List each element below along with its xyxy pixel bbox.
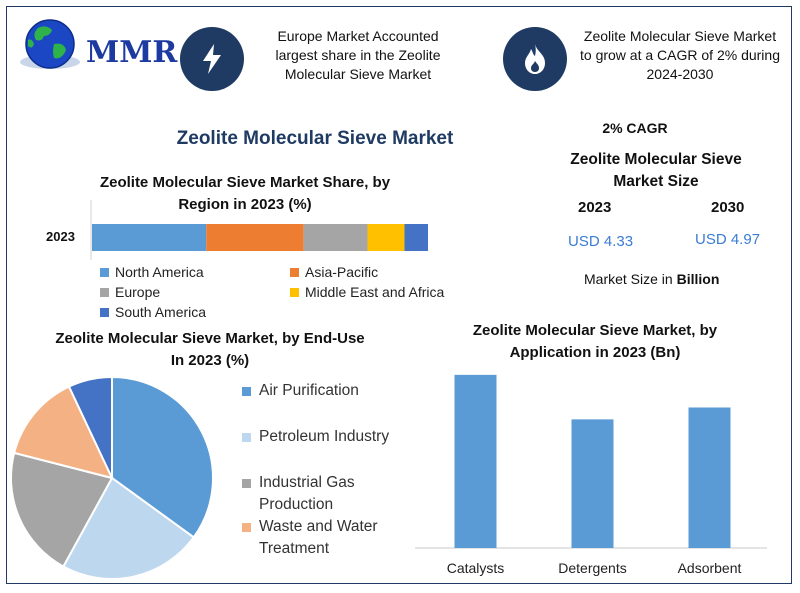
bar-segment-asia-pacific bbox=[206, 224, 304, 251]
legend-label: Industrial Gas Production bbox=[259, 474, 355, 513]
enduse-pie-chart bbox=[10, 376, 214, 580]
flame-icon bbox=[503, 27, 567, 91]
legend-item-air-purification: Air Purification bbox=[242, 380, 412, 402]
page-frame bbox=[6, 6, 792, 584]
legend-label: Waste and Water Treatment bbox=[259, 518, 378, 557]
legend-item-middle-east-and-africa: Middle East and Africa bbox=[290, 284, 444, 300]
globe-logo-icon bbox=[20, 19, 80, 69]
bar-segment-middle-east-and-africa bbox=[367, 224, 405, 251]
legend-label: Air Purification bbox=[259, 382, 359, 399]
legend-swatch bbox=[100, 287, 109, 297]
legend-item-asia-pacific: Asia-Pacific bbox=[290, 264, 378, 280]
region-legend: North America Asia-Pacific Europe Middle Ea… bbox=[100, 264, 460, 324]
legend-swatch bbox=[100, 267, 109, 277]
region-stacked-bar-chart bbox=[90, 200, 428, 260]
main-title: Zeolite Molecular Sieve Market bbox=[176, 128, 454, 149]
bar-detergents bbox=[571, 419, 614, 548]
legend-swatch bbox=[242, 523, 251, 532]
header-fact-europe: Europe Market Accounted largest share in… bbox=[275, 28, 441, 82]
legend-swatch bbox=[242, 387, 251, 396]
bar-segment-europe bbox=[303, 224, 368, 251]
legend-label: Middle East and Africa bbox=[305, 284, 445, 300]
pie-slice-waste-and-water-treatment bbox=[12, 385, 114, 480]
market-size-note-prefix: Market Size in bbox=[584, 271, 677, 287]
legend-label: North America bbox=[115, 264, 204, 280]
pie-slice-air-purification bbox=[111, 376, 214, 539]
legend-swatch bbox=[100, 307, 109, 317]
legend-label: Europe bbox=[115, 284, 161, 300]
legend-swatch bbox=[242, 479, 251, 488]
bar-catalysts bbox=[454, 374, 497, 548]
cagr-label: 2% CAGR bbox=[602, 120, 668, 136]
legend-item-north-america: North America bbox=[100, 264, 204, 280]
legend-swatch bbox=[290, 267, 299, 277]
application-bar-chart: Catalysts Detergents Adsorbent bbox=[415, 374, 767, 576]
legend-label: South America bbox=[115, 304, 207, 320]
year-2023-label: 2023 bbox=[578, 199, 612, 216]
enduse-legend: Air Purification Petroleum Industry Indust… bbox=[242, 380, 412, 560]
region-chart-year-label: 2023 bbox=[46, 229, 75, 244]
legend-swatch bbox=[290, 287, 299, 297]
market-value-2023: USD 4.33 bbox=[568, 233, 634, 250]
market-value-2030: USD 4.97 bbox=[695, 231, 761, 248]
enduse-chart-title: Zeolite Molecular Sieve Market, by End-U… bbox=[55, 330, 365, 369]
x-tick-label-detergents: Detergents bbox=[558, 560, 626, 576]
bar-adsorbent bbox=[688, 407, 731, 548]
year-2030-label: 2030 bbox=[711, 199, 745, 216]
pie-slice-other bbox=[67, 376, 113, 479]
legend-item-petroleum-industry: Petroleum Industry bbox=[242, 426, 412, 448]
application-chart-title: Zeolite Molecular Sieve Market, by Appli… bbox=[472, 322, 718, 361]
pie-slice-industrial-gas-production bbox=[10, 451, 114, 568]
legend-label: Petroleum Industry bbox=[259, 428, 390, 445]
bar-segment-north-america bbox=[92, 224, 207, 251]
legend-swatch bbox=[242, 433, 251, 442]
legend-item-europe: Europe bbox=[100, 284, 160, 300]
pie-slice-petroleum-industry bbox=[61, 476, 196, 580]
x-tick-label-catalysts: Catalysts bbox=[447, 560, 505, 576]
legend-item-waste-and-water-treatment: Waste and Water Treatment bbox=[242, 516, 412, 560]
brand-name: MMR bbox=[86, 35, 178, 70]
legend-label: Asia-Pacific bbox=[305, 264, 379, 280]
market-size-title: Zeolite Molecular Sieve Market Size bbox=[570, 151, 742, 190]
region-chart-title: Zeolite Molecular Sieve Market Share, by… bbox=[99, 174, 391, 213]
header-fact-cagr: Zeolite Molecular Sieve Market to grow a… bbox=[580, 28, 780, 82]
market-size-note-unit: Billion bbox=[676, 271, 720, 287]
lightning-bolt-icon bbox=[180, 27, 244, 91]
x-tick-label-adsorbent: Adsorbent bbox=[678, 560, 742, 576]
market-size-note: Market Size in Billion bbox=[584, 271, 719, 287]
bar-segment-south-america bbox=[404, 224, 428, 251]
legend-item-south-america: South America bbox=[100, 304, 206, 320]
legend-item-industrial-gas-production: Industrial Gas Production bbox=[242, 472, 412, 516]
